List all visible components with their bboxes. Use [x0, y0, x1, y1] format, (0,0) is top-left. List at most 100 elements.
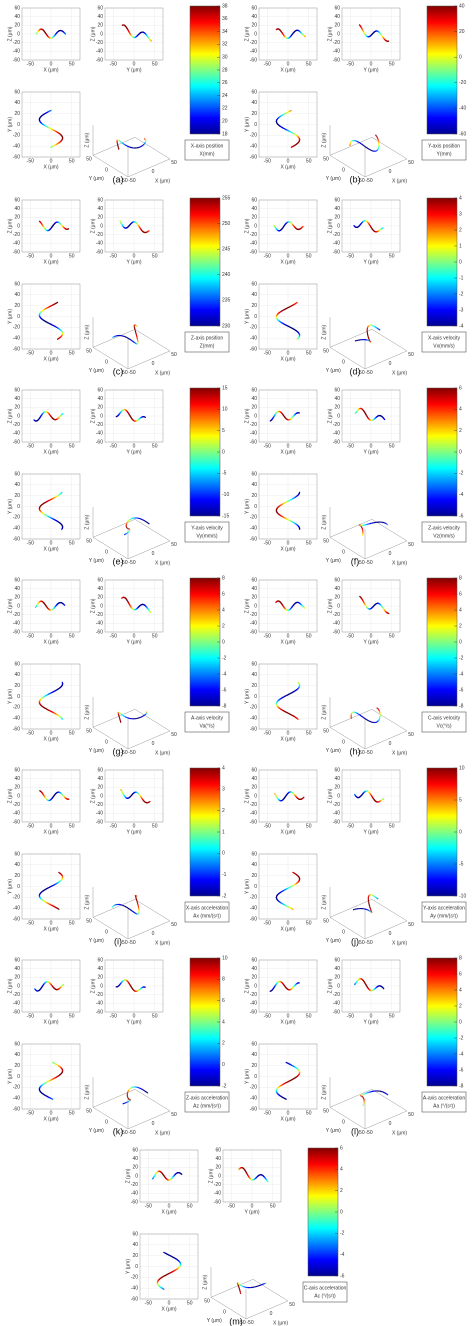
colorbar-tick-label: 0 — [459, 829, 462, 835]
y-axis-label: Y (μm) — [7, 499, 13, 514]
y-tick-label: 0 — [342, 167, 345, 173]
panel-label: (i) — [114, 936, 122, 946]
trajectory — [133, 911, 136, 914]
trajectory — [129, 338, 132, 341]
colorbar-tick-label: -5 — [222, 471, 227, 477]
y-tick-label: 0 — [17, 793, 20, 799]
y-tick-label: -40 — [250, 335, 257, 341]
y-axis-label: Y (μm) — [326, 176, 341, 182]
colorbar-tick-label: 0 — [222, 639, 225, 645]
y-tick-label: 50 — [323, 349, 329, 355]
axis-3d — [245, 1300, 289, 1320]
trajectory — [378, 328, 381, 331]
y-tick-label: 0 — [135, 1264, 138, 1270]
y-tick-label: 40 — [334, 206, 340, 212]
y-tick-label: 50 — [86, 157, 92, 163]
colorbar-unit: Vx(mm/s) — [433, 343, 455, 349]
colorbar-tick-label: 2 — [459, 428, 462, 434]
y-tick-label: -20 — [250, 133, 257, 139]
y-tick-label: -20 — [250, 515, 257, 521]
x-tick-label: 0 — [133, 253, 136, 259]
x-tick-label: 0 — [152, 169, 155, 175]
trajectory — [385, 1092, 387, 1095]
y-tick-label: -20 — [333, 232, 340, 238]
colorbar-tick-label: 2 — [222, 623, 225, 629]
colorbar-tick-label: -10 — [222, 492, 229, 498]
trajectory — [139, 518, 142, 520]
y-tick-label: -20 — [250, 232, 257, 238]
trajectory — [123, 1102, 126, 1104]
trajectory — [48, 109, 52, 112]
axis-3d — [329, 155, 366, 178]
y-tick-label: -60 — [96, 249, 103, 255]
y-axis-label: Y (μm) — [244, 879, 250, 894]
y-axis-label: Z (μm) — [90, 218, 96, 233]
y-axis-label: Y (μm) — [89, 176, 104, 182]
trajectory — [51, 1061, 56, 1064]
trajectory — [127, 520, 129, 523]
x-axis-label: X (μm) — [392, 750, 407, 756]
trajectory — [123, 533, 126, 536]
y-tick-label: 0 — [337, 603, 340, 609]
x-tick-label: 50 — [69, 823, 75, 829]
colorbar-tick-label: 20 — [459, 29, 465, 35]
axis-3d — [364, 158, 408, 178]
colorbar-title: Y-axis velocity — [191, 525, 223, 531]
colorbar-tick-label: -4 — [459, 1051, 464, 1057]
colorbar-tick-label: 10 — [222, 407, 228, 413]
y-tick-label: -60 — [250, 726, 257, 732]
colorbar-tick-label: -10 — [459, 893, 466, 899]
axis-3d — [92, 137, 136, 156]
y-axis-label: Y (μm) — [244, 117, 250, 132]
x-tick-label: 0 — [287, 350, 290, 356]
y-tick-label: 40 — [251, 292, 257, 298]
y-tick-label: 0 — [100, 983, 103, 989]
trajectory — [126, 336, 129, 339]
z-axis-label: Z (μm) — [84, 894, 90, 909]
colorbar-tick-label: 255 — [222, 195, 231, 201]
plot-frame — [341, 199, 401, 253]
y-tick-label: -20 — [13, 133, 20, 139]
trajectory — [127, 531, 129, 534]
trajectory — [139, 146, 142, 148]
y-tick-label: -40 — [250, 143, 257, 149]
axis-3d — [210, 1279, 254, 1298]
axis-3d — [92, 899, 136, 918]
y-tick-label: -60 — [250, 154, 257, 160]
x-tick-label: 50 — [389, 1013, 395, 1019]
trajectory — [120, 713, 123, 716]
colorbar-tick-label: 30 — [222, 55, 228, 61]
y-tick-label: 0 — [337, 223, 340, 229]
x-tick-label: 0 — [168, 1300, 171, 1306]
x-tick-label: -50 — [264, 1110, 271, 1116]
y-tick-label: -20 — [333, 612, 340, 618]
trajectory — [142, 1089, 145, 1092]
colorbar-tick-label: 8 — [459, 955, 462, 961]
y-tick-label: 40 — [97, 14, 103, 20]
colorbar-unit: Vy(mm/s) — [196, 533, 218, 539]
y-tick-label: -40 — [96, 49, 103, 55]
y-tick-label: -60 — [131, 1199, 138, 1205]
y-axis-label: Y (μm) — [326, 558, 341, 564]
x-axis-label: X (μm) — [280, 736, 295, 742]
y-tick-label: 0 — [254, 31, 257, 37]
y-tick-label: 20 — [14, 405, 20, 411]
y-tick-label: 0 — [17, 413, 20, 419]
y-tick-label: 50 — [86, 1109, 92, 1115]
axis-3d — [127, 730, 171, 750]
colorbar-tick-label: 4 — [459, 607, 462, 613]
x-axis-label: Y (μm) — [126, 639, 141, 645]
colorbar-tick-label: -1 — [459, 275, 464, 281]
trajectory — [126, 521, 129, 524]
y-tick-label: 50 — [204, 1299, 210, 1305]
colorbar-tick-label: -8 — [459, 1083, 464, 1089]
x-axis-label: X (μm) — [43, 67, 58, 73]
y-tick-label: -40 — [131, 1191, 138, 1197]
x-tick-label: 50 — [152, 633, 158, 639]
y-tick-label: 20 — [14, 1063, 20, 1069]
y-tick-label: 0 — [254, 603, 257, 609]
plot-frame — [21, 579, 81, 633]
x-axis-label: X (μm) — [43, 449, 58, 455]
trajectory — [163, 1251, 167, 1254]
y-axis-label: Z (μm) — [90, 978, 96, 993]
